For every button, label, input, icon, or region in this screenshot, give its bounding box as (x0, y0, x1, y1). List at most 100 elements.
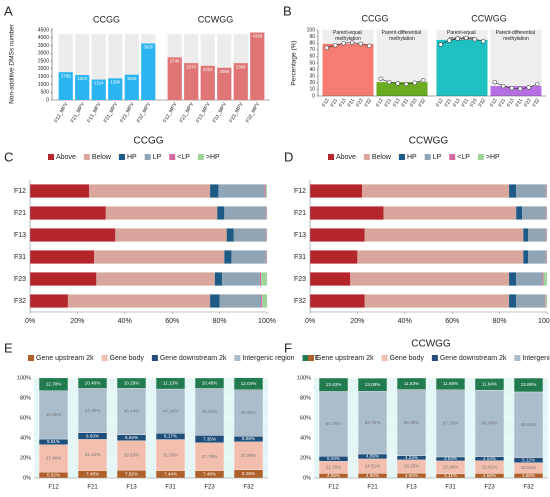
bar-segment (509, 272, 517, 286)
series-point (464, 35, 469, 41)
bar-segment (357, 391, 388, 455)
series-point (472, 36, 477, 42)
y-tick-label: 30 (309, 74, 315, 80)
bar-segment (396, 377, 427, 390)
y-tick-label: 40% (300, 435, 311, 441)
segment-label: 11.64% (482, 381, 497, 386)
x-tick-label: F21 (498, 97, 508, 108)
y-axis-label: Percentage (%) (291, 40, 298, 85)
segment-label: 4.56% (327, 473, 340, 478)
y-tick-label: 100% (297, 375, 311, 381)
segment-label: 4.56% (483, 473, 496, 478)
segment-label: 7.35% (203, 436, 216, 441)
segment-label: 10.29% (124, 380, 140, 385)
x-tick-label: 80% (493, 318, 507, 325)
segment-label: 27.40% (46, 456, 62, 461)
legend-label: Gene upstream 2k (316, 355, 374, 362)
legend-label: Below (372, 154, 392, 161)
bar-segment (318, 391, 349, 457)
x-tick-label: F21 (330, 97, 340, 108)
y-tick-label: F21 (14, 210, 26, 217)
bar-segment (318, 377, 349, 392)
legend-swatch (144, 154, 151, 160)
bar-segment (513, 377, 544, 393)
bar-segment (67, 294, 211, 308)
bar-segment (545, 206, 547, 220)
legend-label: Gene downstream 2k (440, 355, 507, 362)
segment-label: 4.04% (483, 456, 496, 461)
segment-label: 12.04% (241, 381, 257, 386)
bar-value-label: 2069 (219, 69, 229, 74)
y-tick-label: 60% (20, 415, 31, 421)
segment-label: 64.78% (326, 421, 342, 426)
y-tick-label: 50 (309, 60, 315, 66)
bar-segment (528, 250, 546, 264)
y-tick-label: 2500 (38, 58, 49, 64)
y-tick-label: F12 (294, 188, 306, 195)
y-tick-label: 40% (20, 435, 31, 441)
x-tick-label: F23 (484, 485, 495, 491)
x-tick-label: F12_MPV (53, 101, 70, 124)
panel-letter: D (284, 149, 293, 164)
series-point (438, 42, 443, 47)
legend-swatch (169, 154, 176, 160)
bar-segment (231, 250, 266, 264)
bar-segment (261, 294, 263, 308)
series-point (350, 40, 355, 45)
bar-value-label: 4339 (253, 34, 263, 39)
bar-segment (528, 228, 546, 242)
series-label-line: Parent-differential (496, 30, 537, 36)
segment-label: 6.63% (86, 433, 99, 438)
bar (108, 78, 123, 100)
legend-label: LP (153, 154, 162, 161)
series-point (395, 81, 400, 86)
bar-segment (265, 206, 267, 220)
y-tick-label: 10 (309, 87, 315, 93)
segment-label: 14.51% (365, 463, 381, 468)
bar-value-label: 3635 (144, 45, 154, 50)
bar-segment (516, 294, 545, 308)
legend-label: >HP (486, 154, 500, 161)
panel-title: CCWGG (471, 13, 507, 23)
segment-label: 6.17% (164, 434, 177, 439)
bar-segment (77, 439, 108, 471)
x-tick-label: F21 (384, 97, 394, 108)
x-tick-label: F12 (321, 97, 331, 108)
y-tick-label: 20 (309, 80, 315, 86)
x-tick-label: 100% (538, 318, 550, 325)
x-tick-label: F32 (364, 97, 374, 108)
x-tick-label: 60% (445, 318, 459, 325)
x-tick-label: 0% (305, 318, 315, 325)
x-tick-label: F12 (435, 97, 445, 108)
segment-label: 12.78% (46, 382, 62, 387)
x-tick-label: F12 (375, 97, 385, 108)
x-tick-label: F23 (523, 97, 533, 108)
x-tick-label: F21 (87, 485, 98, 491)
legend-label: Intergenic region (242, 355, 294, 362)
y-tick-label: F32 (294, 298, 306, 305)
segment-label: 48.36% (46, 412, 62, 417)
legend-label: HP (407, 154, 417, 161)
panel-title: CCGG (362, 13, 389, 23)
bar-segment (96, 272, 215, 286)
y-tick-label: F31 (294, 254, 306, 261)
segment-label: 66.49% (482, 421, 498, 426)
legend-swatch (328, 154, 334, 160)
legend-swatch (197, 154, 204, 160)
y-tick-label: 70 (309, 47, 315, 53)
series-label-line: methylation (449, 36, 475, 42)
segment-label: 10.40% (85, 380, 101, 385)
segment-label: 4.24% (405, 455, 418, 460)
bar-segment (214, 272, 222, 286)
bar-segment (259, 272, 262, 286)
y-tick-label: 4500 (38, 27, 49, 33)
bar-segment (30, 272, 97, 286)
bar-segment (105, 206, 218, 220)
x-tick-label: F23_MPV (119, 101, 136, 124)
bar-segment (544, 294, 546, 308)
segment-label: 46.35% (241, 410, 257, 415)
bar-segment (194, 442, 225, 471)
segment-label: 7.48% (86, 471, 99, 476)
segment-label: 31.03% (163, 452, 179, 457)
